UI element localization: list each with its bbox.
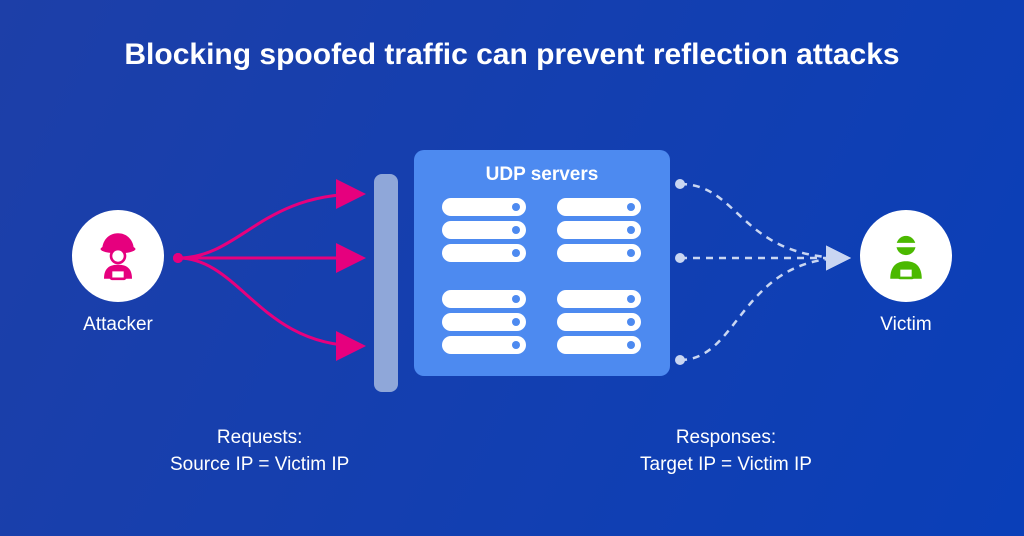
server-unit (557, 313, 641, 331)
firewall-bar (374, 174, 398, 392)
attacker-icon (90, 228, 146, 284)
responses-line2: Target IP = Victim IP (640, 452, 812, 479)
requests-line1: Requests: (170, 425, 349, 452)
server-unit (442, 244, 526, 262)
udp-servers-title: UDP servers (442, 164, 642, 186)
server-stack (442, 198, 527, 262)
diagram-stage: Attacker UDP servers (0, 150, 1024, 450)
request-arrows (173, 194, 360, 346)
server-unit (557, 198, 641, 216)
victim-circle (860, 210, 952, 302)
server-unit (557, 336, 641, 354)
server-unit (442, 221, 526, 239)
page-title: Blocking spoofed traffic can prevent ref… (0, 38, 1024, 72)
victim-label: Victim (860, 314, 952, 336)
victim-icon (878, 228, 934, 284)
attacker-node: Attacker (72, 210, 164, 336)
response-arrows (675, 179, 846, 365)
responses-line1: Responses: (640, 425, 812, 452)
udp-servers-box: UDP servers (414, 150, 670, 376)
server-stack (557, 290, 642, 354)
server-unit (442, 336, 526, 354)
server-unit (557, 244, 641, 262)
server-unit (557, 221, 641, 239)
requests-line2: Source IP = Victim IP (170, 452, 349, 479)
server-grid (442, 198, 642, 354)
server-unit (442, 313, 526, 331)
server-unit (557, 290, 641, 308)
server-unit (442, 198, 526, 216)
victim-node: Victim (860, 210, 952, 336)
server-stack (442, 290, 527, 354)
requests-caption: Requests: Source IP = Victim IP (170, 425, 349, 478)
attacker-circle (72, 210, 164, 302)
responses-caption: Responses: Target IP = Victim IP (640, 425, 812, 478)
server-unit (442, 290, 526, 308)
server-stack (557, 198, 642, 262)
attacker-label: Attacker (72, 314, 164, 336)
